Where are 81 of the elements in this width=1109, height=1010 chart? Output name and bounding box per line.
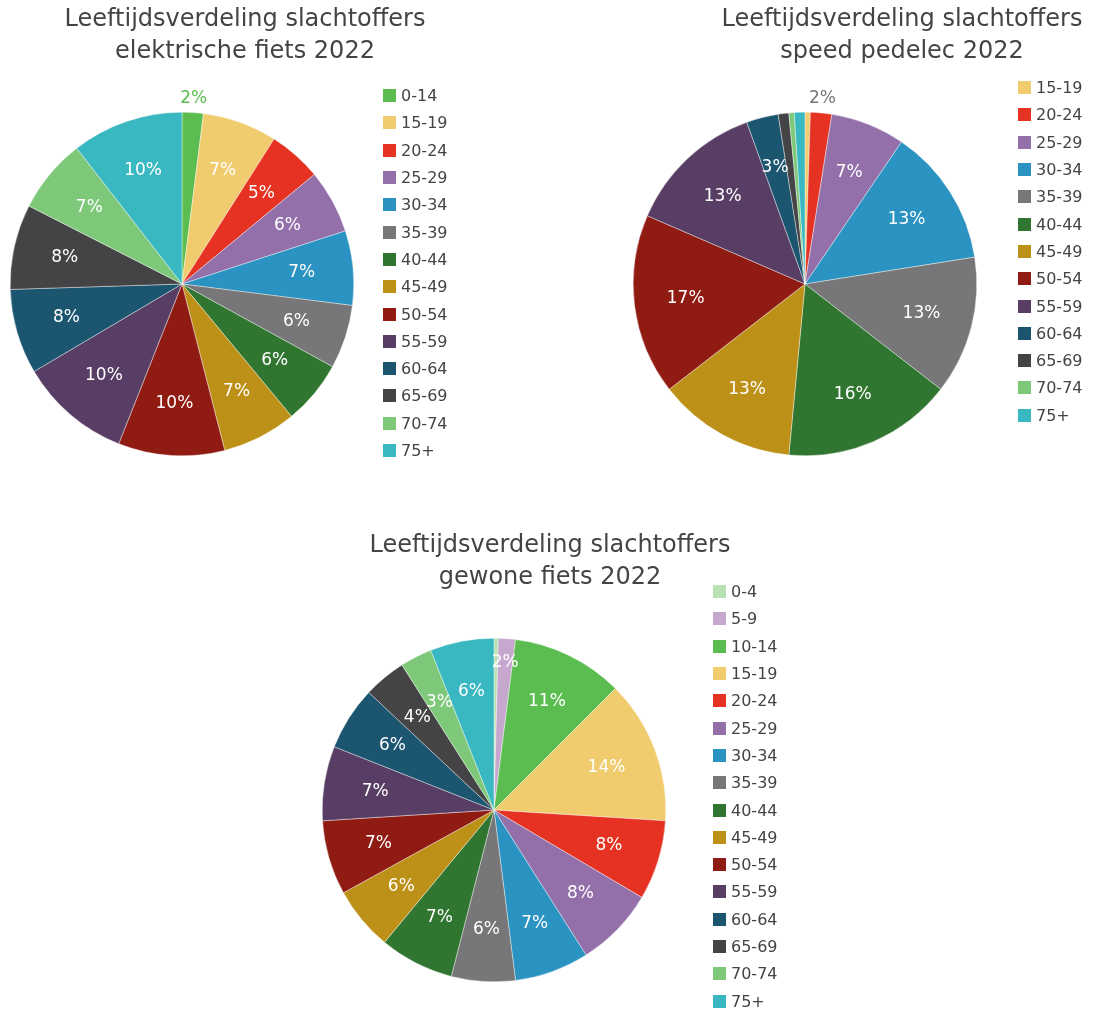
data-label: 6% — [472, 918, 500, 939]
data-label: 16% — [833, 382, 872, 403]
data-label: 6% — [261, 349, 289, 370]
legend-label: 50-54 — [401, 304, 448, 324]
data-label: 6% — [457, 680, 485, 701]
data-label: 17% — [666, 287, 705, 308]
legend-label: 40-44 — [731, 800, 778, 820]
legend-label: 45-49 — [401, 277, 448, 297]
chart-title: Leeftijdsverdeling slachtoffers speed pedelec 2022 — [720, 3, 1084, 66]
legend-label: 0-4 — [731, 582, 758, 602]
legend-label: 55-59 — [401, 331, 448, 351]
chart-title: Leeftijdsverdeling slachtoffers gewone fiets 2022 — [369, 530, 731, 590]
data-label: 7% — [521, 911, 549, 932]
legend-label: 75+ — [401, 441, 435, 460]
data-label: 13% — [703, 184, 742, 205]
legend-label: 60-64 — [731, 909, 778, 929]
data-label: 7% — [209, 159, 237, 180]
data-label: 7% — [835, 160, 863, 181]
legend-label: 50-54 — [731, 855, 778, 875]
data-label: 6% — [378, 733, 406, 754]
legend-label: 15-19 — [731, 664, 778, 684]
legend-label: 25-29 — [731, 718, 778, 738]
legend-label: 75+ — [1036, 405, 1070, 425]
legend-label: 35-39 — [731, 773, 778, 793]
data-label: 3% — [761, 155, 789, 176]
legend-label: 10-14 — [731, 636, 778, 656]
legend-label: 50-54 — [1036, 269, 1083, 289]
data-label: 6% — [273, 214, 301, 235]
data-label: 8% — [53, 305, 81, 326]
data-label: 8% — [51, 246, 79, 267]
legend-label: 5-9 — [731, 609, 758, 629]
legend-label: 25-29 — [401, 168, 448, 188]
data-label: 13% — [887, 207, 926, 228]
legend-label: 15-19 — [1036, 78, 1083, 98]
legend-label: 15-19 — [401, 113, 448, 133]
data-label: 2% — [180, 86, 208, 107]
legend-label: 55-59 — [1036, 296, 1083, 316]
data-label: 8% — [595, 833, 623, 854]
data-label: 10% — [155, 392, 194, 413]
data-label: 2% — [808, 87, 836, 108]
data-label: 10% — [124, 158, 162, 179]
legend-label: 30-34 — [1036, 160, 1083, 180]
data-label: 14% — [587, 755, 626, 776]
data-label: 8% — [566, 882, 594, 903]
data-label: 10% — [85, 363, 123, 384]
data-label: 6% — [387, 875, 415, 896]
legend-label: 20-24 — [401, 140, 448, 160]
data-label: 7% — [361, 779, 389, 800]
legend-label: 60-64 — [401, 359, 448, 379]
data-label: 7% — [288, 261, 316, 282]
chart-title: Leeftijdsverdeling slachtoffers elektrische fiets 2022 — [63, 3, 427, 66]
legend-label: 45-49 — [731, 827, 778, 847]
data-label: 7% — [75, 195, 103, 216]
data-label: 13% — [728, 377, 766, 398]
data-label: 13% — [902, 302, 941, 323]
data-label: 11% — [528, 690, 566, 711]
legend-label: 70-74 — [1036, 378, 1083, 398]
legend-label: 25-29 — [1036, 132, 1083, 152]
data-label: 6% — [282, 309, 310, 330]
data-label: 7% — [223, 379, 251, 400]
legend-label: 20-24 — [1036, 105, 1083, 125]
data-label: 7% — [425, 905, 453, 926]
legend-label: 20-24 — [731, 691, 778, 711]
legend-label: 45-49 — [1036, 241, 1083, 261]
legend-label: 40-44 — [401, 249, 448, 269]
legend-label: 60-64 — [1036, 323, 1083, 343]
legend-label: 75+ — [731, 991, 765, 1010]
data-label: 7% — [365, 831, 393, 852]
legend-label: 30-34 — [401, 195, 448, 215]
legend-label: 70-74 — [401, 413, 448, 433]
data-label: 5% — [248, 182, 276, 203]
legend-label: 0-14 — [401, 86, 438, 106]
legend-label: 35-39 — [401, 222, 448, 242]
legend-label: 70-74 — [731, 964, 778, 984]
legend-label: 40-44 — [1036, 214, 1083, 234]
legend-label: 65-69 — [401, 386, 448, 406]
legend-label: 30-34 — [731, 745, 778, 765]
legend-label: 65-69 — [731, 937, 778, 956]
legend-label: 65-69 — [1036, 351, 1083, 371]
legend-label: 35-39 — [1036, 187, 1083, 207]
legend-label: 55-59 — [731, 882, 778, 902]
